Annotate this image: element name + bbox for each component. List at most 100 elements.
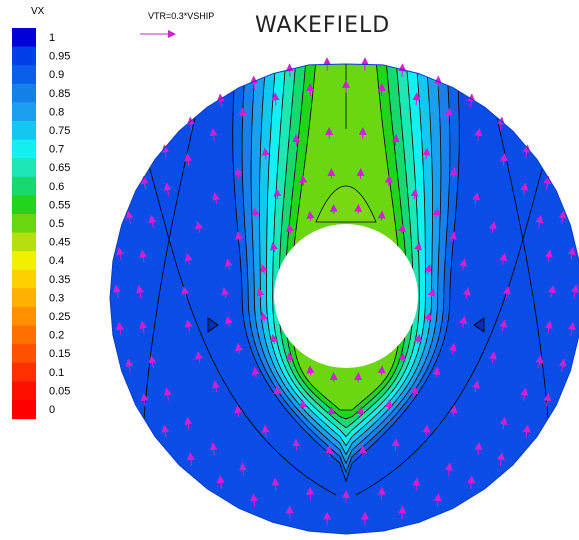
- velocity-vector: [398, 352, 406, 363]
- velocity-vector: [271, 92, 280, 106]
- velocity-vector: [184, 416, 193, 430]
- velocity-vector: [422, 424, 431, 437]
- legend-swatch: [12, 46, 36, 66]
- legend-label: 0.85: [49, 88, 70, 100]
- velocity-vector: [260, 263, 268, 275]
- velocity-vector: [163, 387, 172, 401]
- velocity-vector: [410, 385, 419, 397]
- velocity-vector: [184, 319, 193, 332]
- legend-swatch: [12, 362, 36, 382]
- legend-swatch: [12, 28, 36, 48]
- velocity-vector: [391, 133, 400, 146]
- velocity-vector: [273, 385, 282, 397]
- velocity-vector: [306, 365, 315, 376]
- velocity-vector: [216, 93, 225, 108]
- legend-label: 0.35: [49, 274, 70, 286]
- legend-swatch: [12, 195, 36, 215]
- legend-swatch: [12, 269, 36, 289]
- velocity-vector: [502, 286, 511, 299]
- plot-title: WAKEFIELD: [255, 13, 391, 38]
- velocity-vector: [377, 210, 386, 221]
- velocity-vector: [474, 127, 483, 142]
- velocity-vector: [251, 207, 260, 219]
- velocity-vector: [424, 263, 432, 275]
- velocity-vector: [543, 175, 552, 190]
- contour-notch: [473, 317, 485, 333]
- velocity-vector: [391, 438, 400, 451]
- velocity-vector: [292, 438, 301, 451]
- velocity-vector: [522, 424, 531, 439]
- velocity-vector: [543, 392, 552, 407]
- velocity-vector: [427, 287, 436, 299]
- legend-swatch: [12, 65, 36, 85]
- velocity-vector: [472, 380, 481, 393]
- legend-label: 0.9: [49, 69, 64, 81]
- contour-line: [135, 119, 337, 496]
- legend-swatch: [12, 288, 36, 308]
- velocity-vector: [211, 380, 220, 393]
- velocity-vector: [251, 366, 260, 378]
- legend-swatch: [12, 158, 36, 178]
- legend-swatch: [12, 344, 36, 364]
- velocity-vector: [558, 358, 567, 373]
- velocity-vector: [250, 75, 259, 90]
- legend-label: 0.55: [49, 199, 70, 211]
- hub-hole: [274, 224, 418, 368]
- velocity-vector: [412, 477, 421, 491]
- velocity-vector: [448, 342, 457, 354]
- velocity-vector: [292, 133, 301, 146]
- velocity-vector: [535, 214, 544, 228]
- velocity-vector: [444, 462, 453, 476]
- velocity-vector: [286, 223, 294, 234]
- velocity-vector: [422, 147, 431, 160]
- color-legend: 1 0.95 0.9 0.85 0.8 0.75 0.7 0.65 0.6 0.55 0.5 0.45…: [12, 28, 70, 420]
- velocity-vector: [558, 210, 567, 225]
- velocity-vector: [499, 153, 508, 167]
- velocity-vector: [520, 387, 529, 401]
- velocity-vector: [488, 220, 497, 234]
- legend-label: 0.45: [49, 237, 70, 249]
- velocity-vector: [398, 223, 406, 234]
- velocity-vector: [424, 311, 432, 323]
- legend-swatch: [12, 102, 36, 122]
- velocity-vector: [535, 355, 544, 369]
- velocity-vector: [139, 249, 148, 263]
- velocity-vector: [221, 287, 230, 299]
- legend-label: 0.2: [49, 330, 64, 342]
- velocity-vector: [184, 252, 193, 265]
- velocity-vector: [148, 214, 157, 228]
- velocity-vector: [384, 399, 393, 411]
- legend-label: 0.8: [49, 106, 64, 118]
- legend-label: 0.3: [49, 292, 64, 304]
- velocity-vector: [148, 355, 157, 369]
- velocity-vector: [414, 241, 422, 253]
- velocity-vector: [571, 284, 579, 299]
- velocity-vector: [271, 477, 280, 491]
- legend-swatch: [12, 381, 36, 401]
- velocity-vector: [136, 284, 144, 299]
- vector-scale-label: VTR=0.3*VSHIP: [148, 11, 215, 21]
- velocity-vector: [488, 351, 497, 364]
- velocity-vector: [432, 207, 441, 219]
- legend-label: 0.65: [49, 162, 70, 174]
- velocity-vector: [116, 321, 125, 336]
- disk-outline: [109, 63, 579, 535]
- legend-label: 0.15: [49, 348, 70, 360]
- velocity-vector: [163, 182, 172, 196]
- velocity-vector: [235, 231, 244, 243]
- velocity-vector: [186, 116, 195, 131]
- legend-label: 0.6: [49, 181, 64, 193]
- velocity-vector: [548, 284, 556, 299]
- velocity-vector: [209, 441, 218, 456]
- velocity-vector: [224, 258, 233, 270]
- velocity-vector: [544, 249, 553, 263]
- velocity-vector: [256, 287, 265, 299]
- velocity-vector: [140, 175, 149, 190]
- velocity-vector: [433, 493, 442, 507]
- legend-label: 0.1: [49, 367, 64, 379]
- velocity-vector: [234, 167, 243, 180]
- velocity-vector: [239, 107, 248, 121]
- legend-swatch: [12, 400, 36, 420]
- velocity-vector: [161, 424, 170, 439]
- legend-label: 0: [49, 404, 55, 416]
